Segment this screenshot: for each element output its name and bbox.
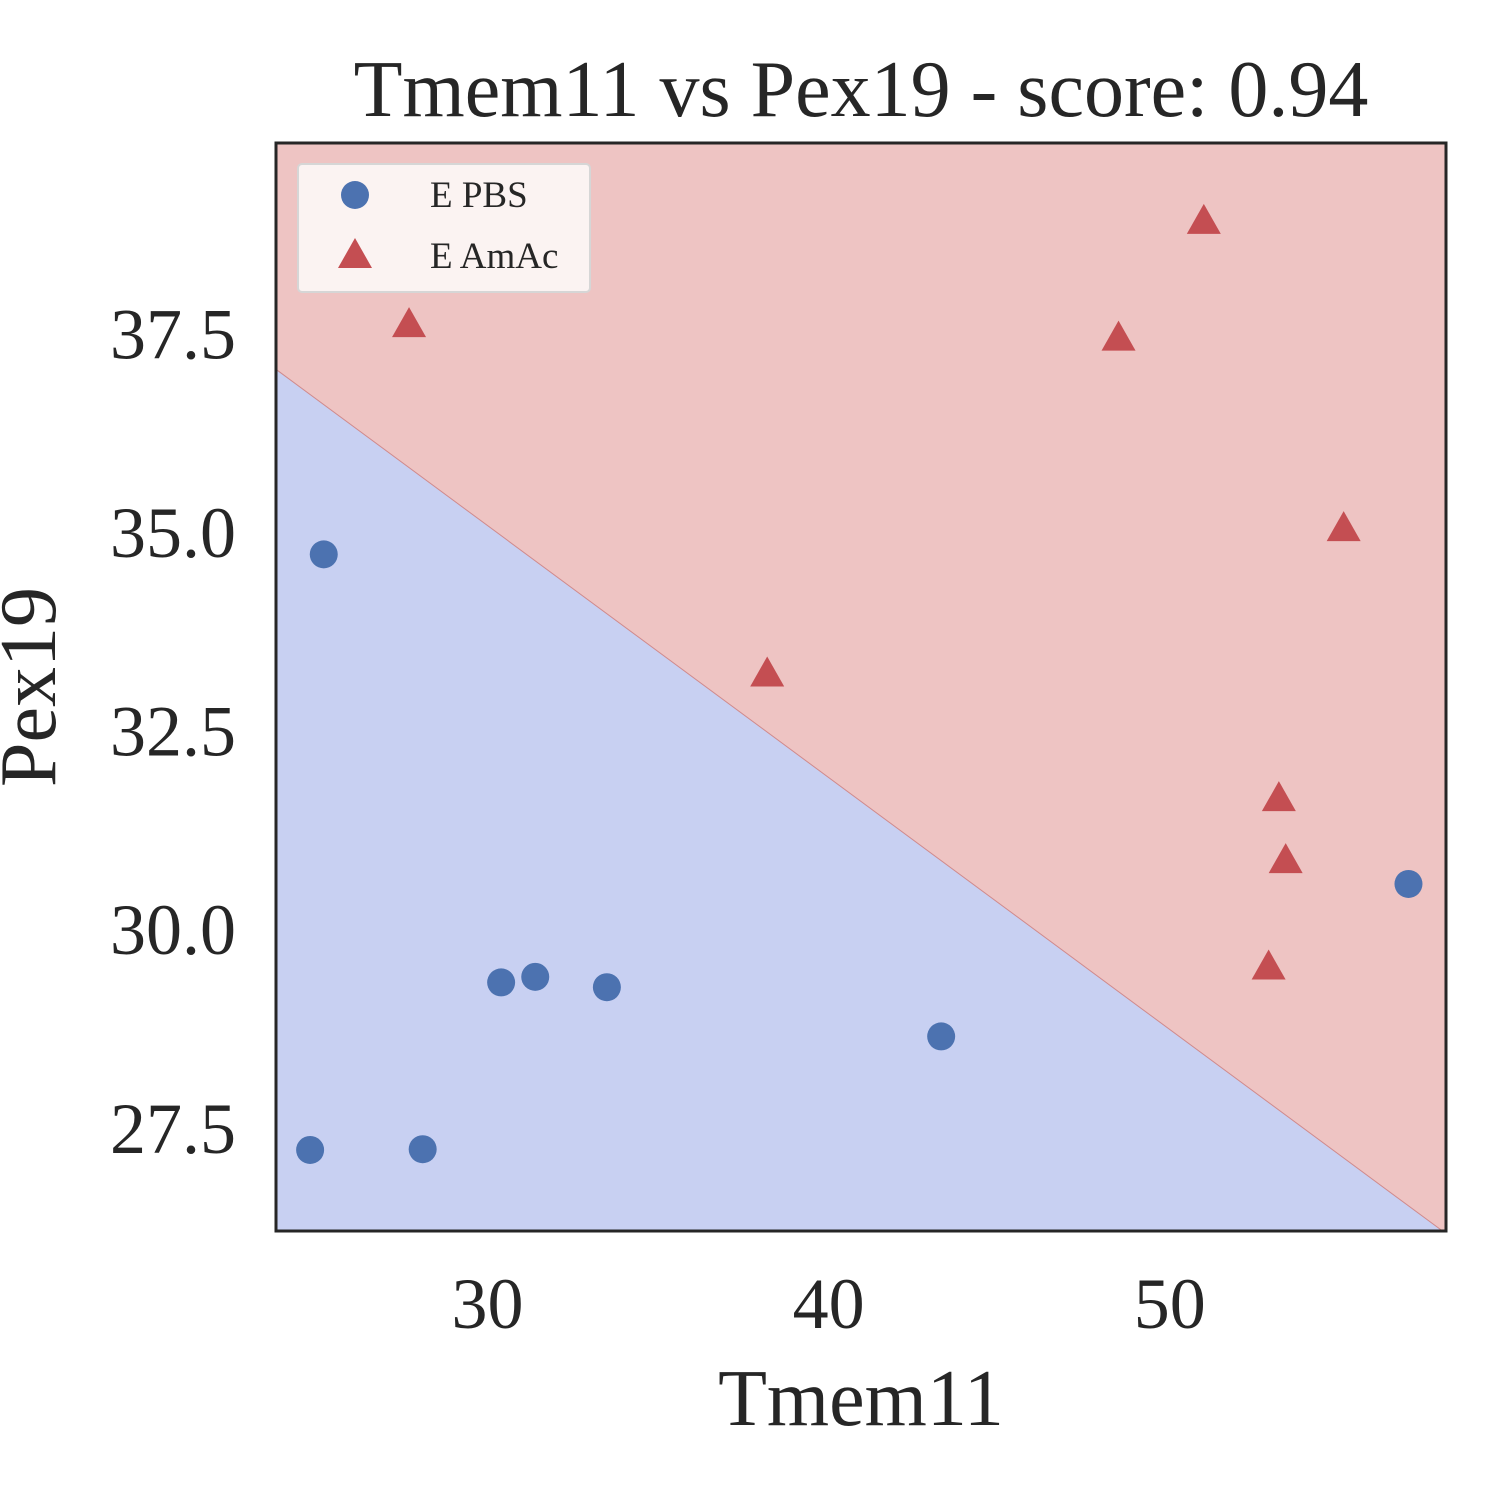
data-point-e-amac-7 — [1326, 511, 1361, 542]
data-point-e-amac-0 — [392, 307, 427, 338]
legend-marker-circle — [341, 181, 369, 209]
x-tick-label-2: 50 — [1134, 1264, 1206, 1344]
y-axis-label: Pex19 — [0, 587, 73, 787]
data-point-e-pbs-0 — [309, 540, 338, 569]
data-point-e-amac-3 — [1186, 203, 1221, 234]
legend-box — [297, 163, 591, 293]
data-point-e-pbs-1 — [296, 1135, 325, 1164]
data-point-e-pbs-4 — [521, 962, 550, 991]
legend-label-e-amac: E AmAc — [430, 236, 558, 277]
y-tick-label-4: 37.5 — [110, 295, 236, 375]
x-axis-label: Tmem11 — [718, 1355, 1004, 1443]
data-point-e-amac-2 — [1101, 320, 1136, 351]
y-tick-label-2: 32.5 — [110, 692, 236, 772]
legend-marker-triangle — [338, 238, 372, 268]
data-point-e-amac-5 — [1261, 781, 1296, 812]
data-point-e-amac-4 — [1251, 949, 1286, 980]
legend: E PBS E AmAc — [297, 163, 591, 293]
decision-region-above — [276, 143, 1446, 1231]
x-tick-label-1: 40 — [793, 1264, 865, 1344]
legend-label-e-pbs: E PBS — [430, 175, 528, 216]
data-point-e-amac-1 — [750, 656, 785, 687]
data-point-e-pbs-6 — [927, 1022, 956, 1051]
data-point-e-amac-6 — [1268, 843, 1303, 874]
x-axis-ticks: 30 40 50 — [451, 1264, 1205, 1344]
x-tick-label-0: 30 — [451, 1264, 523, 1344]
data-point-e-pbs-7 — [1394, 869, 1423, 898]
y-tick-label-0: 27.5 — [110, 1089, 236, 1169]
data-points — [296, 203, 1423, 1164]
y-tick-label-1: 30.0 — [110, 890, 236, 970]
data-point-e-pbs-3 — [487, 968, 516, 997]
decision-region-below — [276, 369, 1446, 1231]
data-point-e-pbs-2 — [408, 1135, 437, 1164]
plot-area — [276, 143, 1446, 1231]
y-tick-label-3: 35.0 — [110, 493, 236, 573]
decision-boundary — [276, 368, 1443, 1231]
y-axis-ticks: 27.5 30.0 32.5 35.0 37.5 — [110, 295, 236, 1169]
plot-frame — [274, 141, 1448, 1233]
chart-title: Tmem11 vs Pex19 - score: 0.94 — [354, 46, 1369, 134]
data-point-e-pbs-5 — [592, 973, 621, 1002]
